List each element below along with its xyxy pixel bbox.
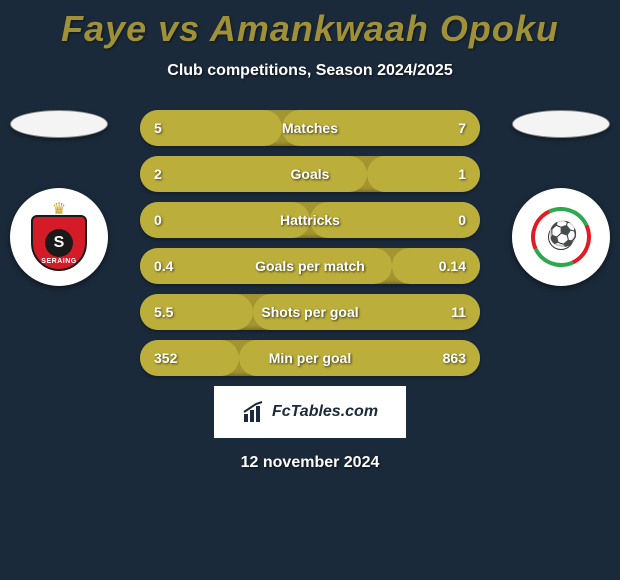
right-column [512,110,610,286]
right-badge-graphic [521,197,601,277]
page-title: Faye vs Amankwaah Opoku [0,0,620,50]
stat-row: 2 Goals 1 [140,156,480,192]
stat-row: 5 Matches 7 [140,110,480,146]
stat-left-value: 2 [154,166,162,182]
stat-row: 5.5 Shots per goal 11 [140,294,480,330]
shield-icon: S SERAING [31,215,87,271]
stat-right-value: 863 [443,350,466,366]
stat-right-value: 0.14 [439,258,466,274]
stat-label: Goals per match [255,258,365,274]
stat-right-value: 1 [458,166,466,182]
stat-label: Matches [282,120,338,136]
stat-fill-right [392,248,480,284]
stat-row: 0 Hattricks 0 [140,202,480,238]
stat-left-value: 0 [154,212,162,228]
stat-label: Shots per goal [261,304,358,320]
stat-right-value: 7 [458,120,466,136]
stat-label: Hattricks [280,212,340,228]
subtitle: Club competitions, Season 2024/2025 [0,62,620,80]
left-badge-graphic: ♛ S SERAING [31,203,87,271]
left-flag-placeholder [10,110,108,138]
stat-left-value: 0.4 [154,258,173,274]
left-column: ♛ S SERAING [10,110,108,286]
stat-left-value: 5 [154,120,162,136]
shield-emblem: S [45,229,73,257]
date-line: 12 november 2024 [0,454,620,472]
left-club-badge: ♛ S SERAING [10,188,108,286]
stat-row: 0.4 Goals per match 0.14 [140,248,480,284]
main-area: ♛ S SERAING 5Matches72Goals10Hattricks00… [0,110,620,472]
stat-row: 352 Min per goal 863 [140,340,480,376]
stat-right-value: 0 [458,212,466,228]
stat-label: Goals [291,166,330,182]
stat-left-value: 5.5 [154,304,173,320]
branding-box[interactable]: FcTables.com [214,386,406,438]
right-flag-placeholder [512,110,610,138]
soccer-ball-icon [548,224,574,250]
right-club-badge [512,188,610,286]
chart-icon [242,400,266,424]
stat-left-value: 352 [154,350,177,366]
stat-fill-left [140,156,367,192]
shield-label: SERAING [41,258,76,265]
stats-block: 5 Matches 7 2 Goals 1 0 Hattricks 0 0.4 Goals per … [140,110,480,376]
stat-label: Min per goal [269,350,351,366]
stat-right-value: 11 [451,304,466,320]
branding-text: FcTables.com [272,403,378,421]
